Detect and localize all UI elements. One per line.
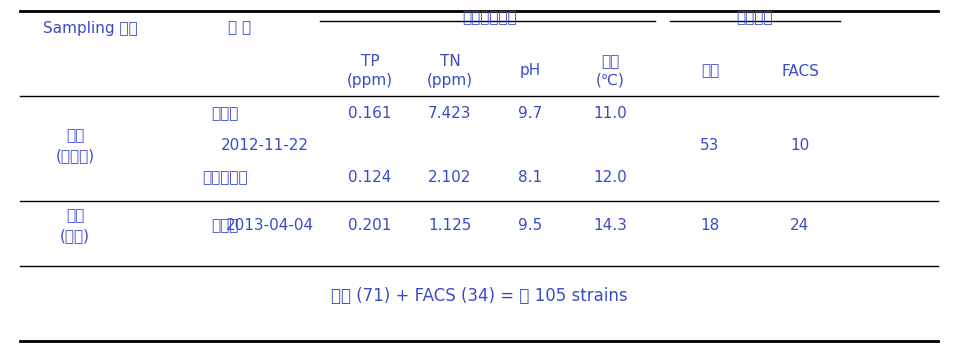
Text: 배지 (71) + FACS (34) = 총 105 strains: 배지 (71) + FACS (34) = 총 105 strains [331,287,627,305]
Text: 10: 10 [790,138,810,153]
Text: 53: 53 [700,138,719,153]
Text: 9.7: 9.7 [518,106,542,121]
Text: 경남
(거제도): 경남 (거제도) [56,129,95,163]
Text: 실전지: 실전지 [212,106,239,121]
Text: 0.161: 0.161 [349,106,392,121]
Text: pH: pH [519,63,540,79]
Text: 2.102: 2.102 [428,171,471,185]
Text: 9.5: 9.5 [518,219,542,234]
Text: 0.201: 0.201 [349,219,392,234]
Text: 부남호: 부남호 [212,219,239,234]
Text: 7.423: 7.423 [428,106,471,121]
Text: 12.0: 12.0 [593,171,627,185]
Text: 수온
(℃): 수온 (℃) [596,54,625,88]
Text: 날 짜: 날 짜 [228,21,252,36]
Text: 0.124: 0.124 [349,171,392,185]
Text: 배지: 배지 [701,63,719,79]
Text: TP
(ppm): TP (ppm) [347,54,393,88]
Text: 11.0: 11.0 [593,106,627,121]
Text: FACS: FACS [781,63,819,79]
Text: 18: 18 [700,219,719,234]
Text: 24: 24 [790,219,810,234]
Text: 1.125: 1.125 [428,219,471,234]
Text: 충남
(서천): 충남 (서천) [60,209,90,244]
Text: 14.3: 14.3 [593,219,627,234]
Text: 2012-11-22: 2012-11-22 [221,138,309,153]
Text: TN
(ppm): TN (ppm) [427,54,473,88]
Text: 8.1: 8.1 [518,171,542,185]
Text: 현장검측기록: 현장검측기록 [463,10,517,26]
Text: 문동저수지: 문동저수지 [202,171,248,185]
Text: 2013-04-04: 2013-04-04 [226,219,314,234]
Text: Sampling 장소: Sampling 장소 [42,21,137,36]
Text: 분리방법: 분리방법 [737,10,773,26]
